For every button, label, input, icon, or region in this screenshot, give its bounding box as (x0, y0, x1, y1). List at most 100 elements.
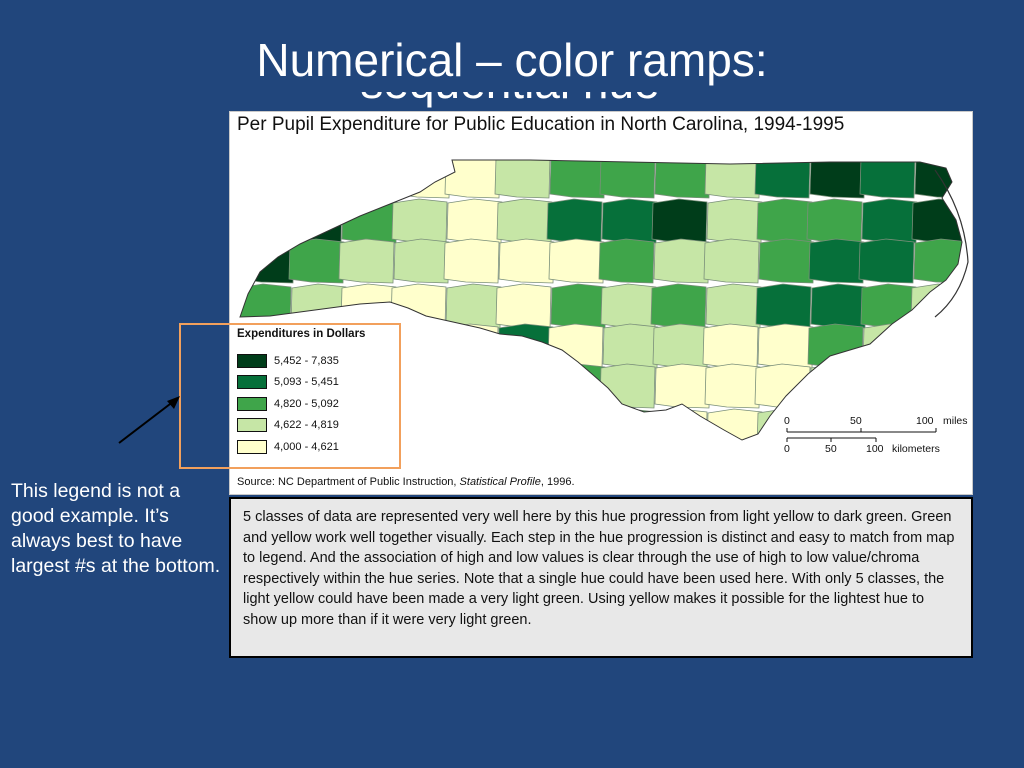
county-shape (756, 198, 813, 244)
county-shape (758, 238, 815, 284)
legend-swatch (237, 353, 267, 368)
county-shape (705, 283, 762, 329)
county-shape (444, 160, 501, 199)
county-shape (602, 323, 659, 369)
county-shape (914, 160, 962, 199)
legend-swatch (237, 396, 267, 411)
map-title: Per Pupil Expenditure for Public Educati… (237, 114, 845, 135)
map-source: Source: NC Department of Public Instruct… (237, 476, 575, 488)
county-shape (495, 283, 552, 329)
county-shape (546, 198, 603, 244)
county-shape (288, 238, 345, 284)
county-shape (913, 238, 962, 284)
legend-label: 5,093 - 5,451 (274, 376, 339, 389)
county-shape (339, 160, 396, 199)
county-shape (911, 198, 962, 244)
county-shape (650, 283, 707, 329)
legend-row: 4,622 - 4,819 (237, 415, 397, 437)
county-shape (862, 323, 919, 369)
state-outline (239, 159, 963, 441)
county-shape (652, 323, 709, 369)
county-shape (446, 408, 503, 440)
county-shape (912, 323, 962, 369)
county-shape (289, 160, 346, 199)
county-shape (706, 408, 763, 440)
county-shape (547, 323, 604, 369)
legend-row: 4,820 - 5,092 (237, 393, 397, 415)
county-shape (858, 238, 915, 284)
county-shape (703, 238, 760, 284)
county-shape (754, 363, 811, 409)
county-shape (549, 363, 606, 409)
arrow-icon (118, 396, 180, 444)
county-shape (444, 363, 501, 409)
county-shape (340, 283, 397, 329)
scale-miles-50: 50 (850, 415, 862, 427)
county-shape (654, 160, 711, 199)
county-shape (651, 198, 708, 244)
county-shape (757, 323, 814, 369)
county-shape (598, 238, 655, 284)
legend-swatch (237, 418, 267, 433)
county-shape (390, 283, 447, 329)
county-shape (549, 160, 606, 199)
county-shape (546, 408, 603, 440)
legend-title: Expenditures in Dollars (237, 328, 366, 340)
county-shape (704, 160, 761, 199)
county-shape (599, 160, 656, 199)
scale-km-0: 0 (784, 443, 790, 455)
county-shape (494, 160, 551, 199)
slide-title: Numerical – color ramps: (256, 34, 768, 86)
caption-box: 5 classes of data are represented very w… (229, 497, 973, 658)
legend-label: 5,452 - 7,835 (274, 354, 339, 367)
county-shape (496, 198, 553, 244)
legend-swatch (237, 375, 267, 390)
scale-km-unit: kilometers (892, 443, 940, 455)
county-shape (654, 363, 711, 409)
county-shape (599, 363, 656, 409)
legend-label: 4,820 - 5,092 (274, 397, 339, 410)
side-note: This legend is not a good example. It’s … (11, 480, 221, 577)
legend-label: 4,622 - 4,819 (274, 419, 339, 432)
county-shape (914, 363, 962, 409)
county-shape (859, 160, 916, 199)
map-figure: Per Pupil Expenditure for Public Educati… (229, 111, 973, 495)
scale-km-100: 100 (866, 443, 884, 455)
county-shape (704, 363, 761, 409)
outer-banks-line (934, 169, 969, 318)
county-shape (240, 238, 295, 284)
legend-row: 5,452 - 7,835 (237, 350, 397, 372)
county-shape (497, 323, 554, 369)
county-shape (601, 198, 658, 244)
slide-title-second-line: sequential hue progression (300, 92, 720, 112)
county-shape (240, 160, 291, 199)
nc-county-map (230, 159, 969, 469)
legend-highlight-box (179, 323, 401, 469)
source-prefix: Source: NC Department of Public Instruct… (237, 476, 460, 488)
county-shape (240, 198, 293, 244)
scale-km-50: 50 (825, 443, 837, 455)
county-shape (807, 323, 864, 369)
county-shape (391, 198, 448, 244)
county-shape (445, 283, 502, 329)
county-shape (496, 408, 553, 440)
legend-row: 4,000 - 4,621 (237, 436, 397, 458)
county-shape (859, 363, 916, 409)
county-shape (860, 283, 917, 329)
county-shape (861, 198, 918, 244)
county-shape (550, 283, 607, 329)
scale-bar: 0 50 100 miles 0 50 100 kilometers (784, 415, 968, 455)
legend-row: 5,093 - 5,451 (237, 372, 397, 394)
legend-swatch (237, 439, 267, 454)
county-shape (548, 238, 605, 284)
county-shape (808, 238, 865, 284)
county-shape (809, 363, 866, 409)
county-shape (498, 238, 555, 284)
county-shape (653, 238, 710, 284)
county-shape (702, 323, 759, 369)
legend-label: 4,000 - 4,621 (274, 440, 339, 453)
scale-miles-0: 0 (784, 415, 790, 427)
county-shape (443, 238, 500, 284)
county-shape (338, 238, 395, 284)
county-shape (446, 198, 503, 244)
